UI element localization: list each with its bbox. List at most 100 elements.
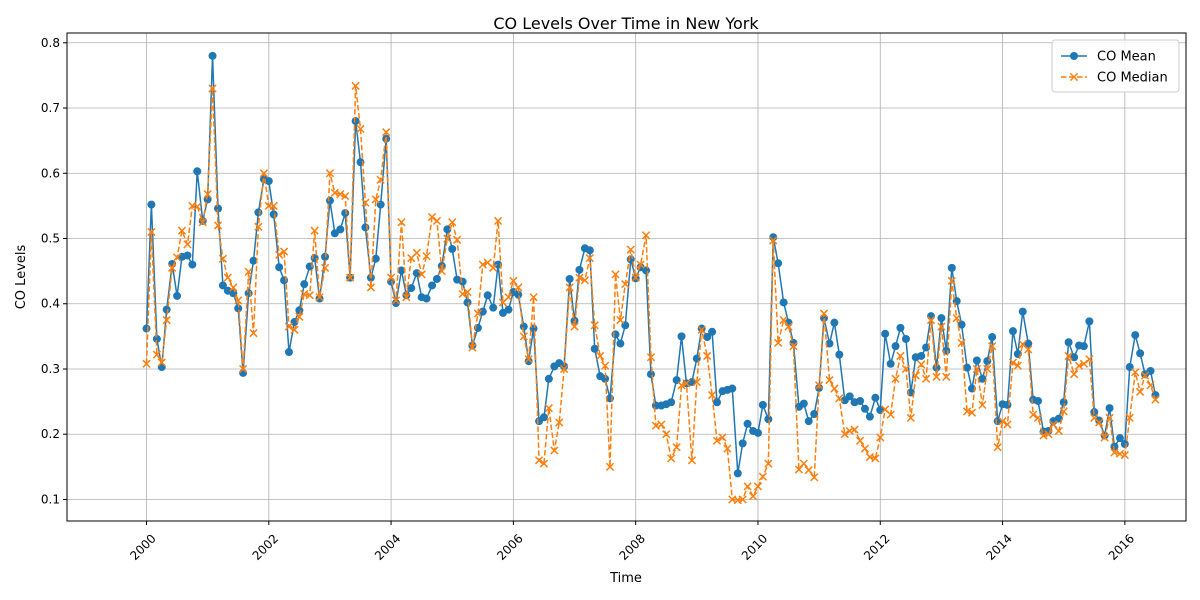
data-point-x — [667, 454, 676, 463]
data-point-x — [509, 276, 518, 286]
data-point — [845, 392, 854, 401]
data-point-x — [279, 247, 289, 256]
data-point — [667, 398, 676, 407]
data-point-x — [1028, 410, 1038, 419]
data-point — [214, 204, 223, 213]
data-point-x — [432, 216, 442, 226]
data-point-x — [926, 315, 936, 325]
data-point — [616, 339, 625, 348]
data-point-x — [921, 374, 931, 383]
data-point-x — [310, 226, 319, 235]
data-point-x — [218, 254, 228, 263]
data-point-x — [142, 359, 151, 368]
data-point-x — [417, 270, 426, 279]
data-point — [483, 291, 492, 300]
data-point-x — [1120, 450, 1129, 460]
data-point — [234, 304, 243, 313]
data-point — [1105, 404, 1114, 413]
data-point — [249, 256, 258, 265]
data-point-x — [860, 444, 870, 453]
data-point — [856, 396, 865, 405]
data-point-x — [626, 245, 635, 254]
data-point-x — [687, 456, 697, 465]
data-point-x — [550, 446, 559, 455]
data-point-x — [575, 273, 584, 282]
data-point-x — [478, 260, 487, 269]
data-point-x — [779, 315, 788, 325]
data-point-x — [493, 216, 503, 226]
data-point — [193, 167, 202, 176]
data-point-x — [988, 342, 997, 351]
data-point-x — [539, 459, 549, 468]
data-point — [697, 324, 706, 333]
data-point-x — [565, 283, 574, 292]
series-co-median — [142, 81, 1160, 505]
data-point-x — [692, 377, 701, 387]
data-point-x — [871, 454, 880, 463]
data-point-x — [351, 81, 360, 90]
data-point-x — [906, 413, 915, 423]
data-point-x — [937, 322, 946, 331]
data-point-x — [519, 332, 528, 341]
data-point — [764, 415, 773, 424]
data-point — [1018, 307, 1027, 316]
y-tick-label: 0.4 — [41, 297, 60, 311]
data-point — [753, 428, 762, 437]
data-point — [1110, 442, 1119, 451]
data-point-x — [978, 400, 987, 410]
data-point-x — [198, 218, 207, 227]
data-point — [1115, 434, 1124, 443]
data-point-x — [585, 253, 594, 263]
data-point — [1095, 416, 1104, 425]
data-point — [489, 303, 498, 312]
data-point-x — [1003, 420, 1012, 429]
data-point — [300, 280, 309, 289]
data-point — [585, 246, 594, 255]
y-axis-label: CO Levels — [14, 245, 29, 310]
data-point — [1131, 331, 1140, 340]
data-point — [1079, 342, 1088, 351]
data-point — [728, 384, 737, 393]
data-point-x — [361, 198, 370, 207]
data-point-x — [707, 390, 717, 400]
data-point-x — [213, 221, 223, 230]
data-point-x — [1054, 426, 1063, 436]
y-tick-label: 0.8 — [41, 36, 60, 50]
data-point-x — [412, 248, 421, 257]
data-point-x — [172, 253, 182, 262]
data-point-x — [386, 273, 396, 282]
legend-label: CO Mean — [1097, 50, 1156, 65]
data-point-x — [1044, 430, 1053, 439]
data-point — [743, 419, 752, 428]
data-point-x — [657, 420, 666, 429]
data-point — [957, 320, 966, 329]
data-point — [1003, 400, 1012, 409]
data-point-x — [753, 482, 763, 491]
data-point-x — [677, 381, 686, 390]
data-point-x — [366, 283, 376, 292]
data-point — [988, 333, 997, 342]
data-point-x — [1125, 413, 1134, 423]
data-point-x — [168, 263, 177, 272]
data-point — [917, 351, 926, 360]
legend-label: CO Median — [1097, 71, 1168, 86]
data-point — [774, 259, 783, 268]
data-point-x — [529, 293, 538, 302]
series-layer — [142, 51, 1160, 505]
data-point — [152, 334, 161, 343]
data-point-x — [810, 473, 819, 482]
data-point — [560, 362, 569, 371]
data-point-x — [983, 364, 992, 374]
data-point-x — [570, 322, 579, 331]
data-point-x — [1024, 345, 1033, 354]
legend: CO Mean CO Median — [1051, 39, 1180, 93]
data-point-x — [1100, 433, 1109, 442]
data-point — [391, 299, 400, 308]
data-point-x — [917, 360, 926, 369]
data-point — [203, 195, 212, 204]
data-point-x — [229, 283, 238, 292]
data-point — [173, 291, 182, 300]
data-point — [280, 276, 289, 285]
data-point — [896, 323, 905, 332]
data-point — [264, 177, 273, 186]
